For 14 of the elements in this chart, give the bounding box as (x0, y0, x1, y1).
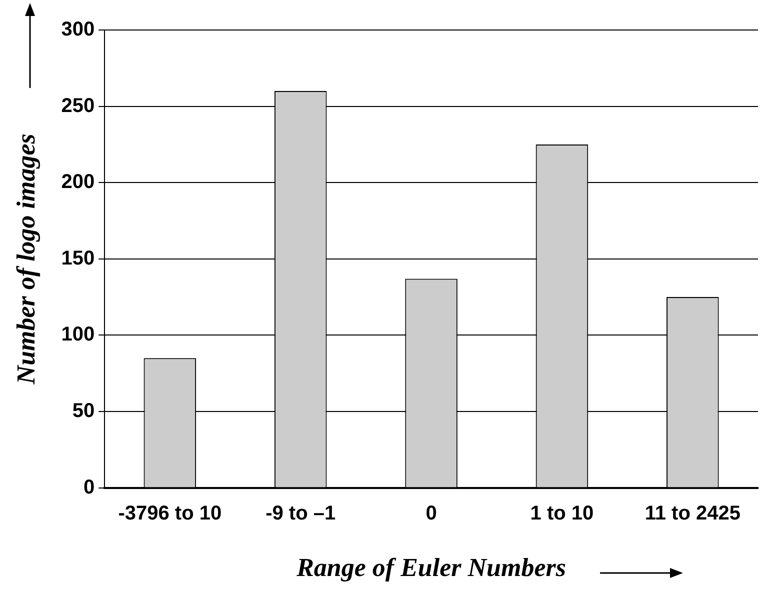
y-axis-title: Number of logo images (11, 134, 40, 386)
y-tick-label: 100 (61, 324, 95, 346)
y-tick-label: 300 (61, 18, 95, 41)
x-tick-label: 1 to 10 (530, 502, 594, 524)
x-tick-label: 0 (426, 502, 437, 524)
y-tick-label: 150 (61, 247, 95, 270)
y-tick-label: 0 (83, 476, 95, 498)
x-tick-label: 11 to 2425 (644, 502, 740, 524)
y-tick-label: 50 (72, 400, 95, 422)
y-tick-label: 250 (61, 94, 95, 117)
x-tick-label: -9 to –1 (266, 502, 336, 524)
y-tick-label: 200 (61, 171, 95, 194)
x-tick-label: -3796 to 10 (118, 502, 222, 524)
x-axis-title: Range of Euler Numbers (296, 553, 566, 582)
